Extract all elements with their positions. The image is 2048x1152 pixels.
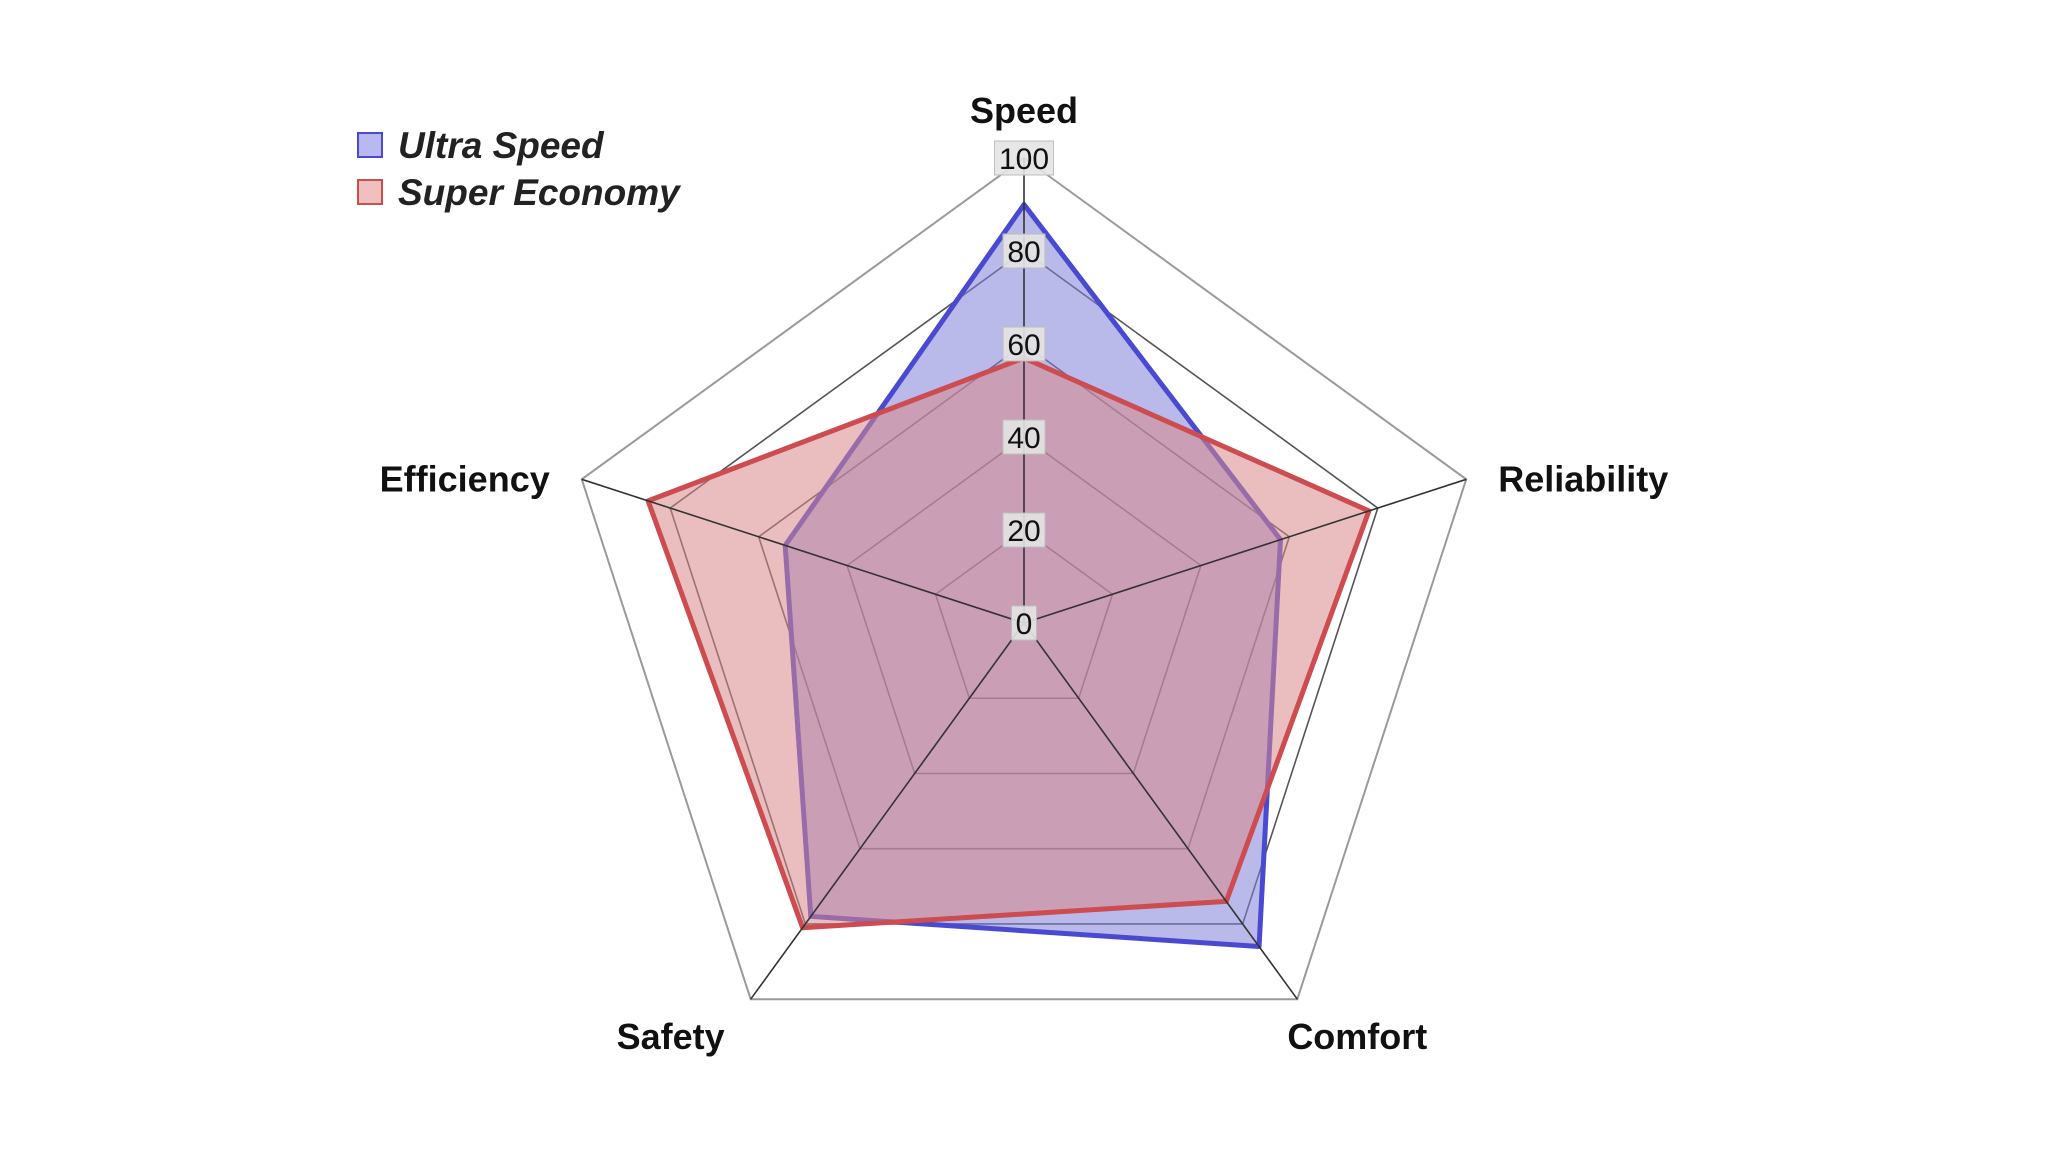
legend-item-ultra-speed: Ultra Speed — [357, 125, 605, 166]
tick-box-60 — [1002, 326, 1046, 362]
tick-text-40: 40 — [1007, 422, 1040, 455]
axis-spoke-efficiency — [581, 478, 1025, 624]
tick-label-0: 0 — [1011, 605, 1037, 641]
legend-label-ultra-speed: Ultra Speed — [398, 125, 605, 166]
axis-spoke-comfort — [1023, 622, 1298, 1000]
tick-box-20 — [1002, 512, 1046, 548]
legend-swatch-ultra-speed — [357, 132, 383, 158]
tick-box-100 — [994, 140, 1054, 176]
radar-series — [645, 202, 1372, 950]
tick-label-40: 40 — [1002, 419, 1046, 455]
legend-swatch-super-economy — [357, 179, 383, 205]
tick-box-40 — [1002, 419, 1046, 455]
tick-label-20: 20 — [1002, 512, 1046, 548]
grid-ring-100 — [580, 156, 1468, 1001]
axis-label-safety: Safety — [617, 1016, 725, 1057]
tick-label-100: 100 — [994, 140, 1054, 176]
tick-box-0 — [1011, 605, 1037, 641]
series-area-super-economy — [645, 355, 1372, 931]
tick-text-100: 100 — [999, 143, 1049, 176]
radar-axis-labels: Speed Reliability Comfort Safety Efficiency — [380, 90, 1669, 1057]
axis-label-speed: Speed — [970, 90, 1078, 131]
axis-label-reliability: Reliability — [1498, 458, 1668, 499]
axis-label-efficiency: Efficiency — [380, 458, 550, 499]
tick-label-80: 80 — [1002, 233, 1046, 269]
tick-box-80 — [1002, 233, 1046, 269]
legend-item-super-economy: Super Economy — [357, 172, 682, 213]
tick-text-60: 60 — [1007, 329, 1040, 362]
axis-spoke-reliability — [1023, 478, 1467, 624]
legend: Ultra Speed Super Economy — [357, 125, 682, 213]
legend-label-super-economy: Super Economy — [398, 172, 682, 213]
tick-text-20: 20 — [1007, 515, 1040, 548]
tick-text-0: 0 — [1016, 608, 1033, 641]
tick-text-80: 80 — [1007, 236, 1040, 269]
tick-label-60: 60 — [1002, 326, 1046, 362]
radar-tick-labels: 0 20 40 60 80 100 — [994, 140, 1054, 641]
axis-spoke-safety — [750, 622, 1025, 1000]
axis-label-comfort: Comfort — [1287, 1016, 1427, 1057]
